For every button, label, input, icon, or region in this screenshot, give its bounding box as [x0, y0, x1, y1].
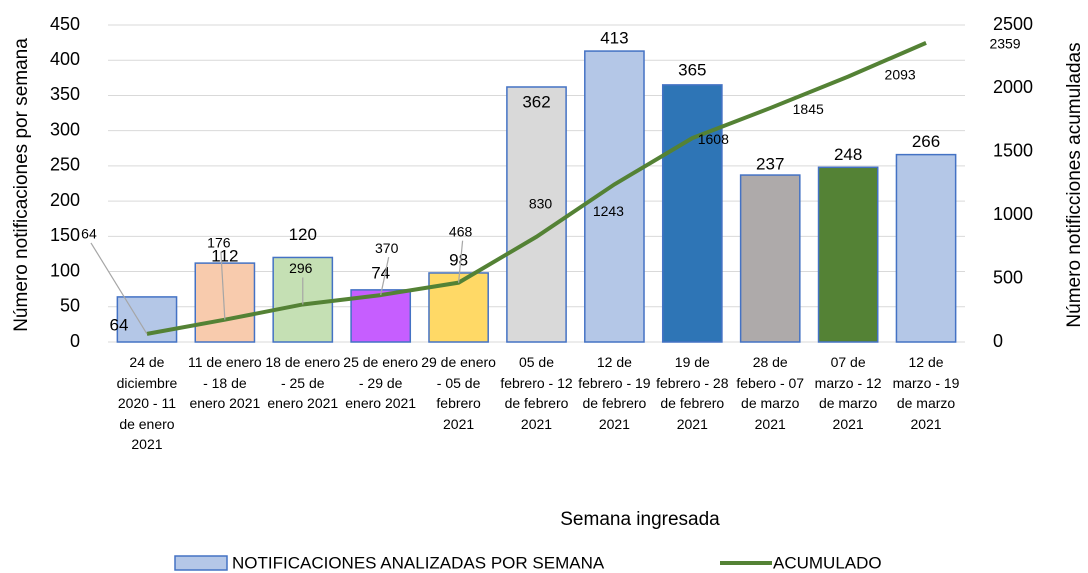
bar-value-label: 413 [600, 29, 628, 48]
y-tick-label: 300 [50, 119, 80, 139]
line-value-label: 64 [81, 226, 97, 242]
y-tick-label: 150 [50, 225, 80, 245]
y-tick-label: 100 [50, 260, 80, 280]
legend-label: ACUMULADO [773, 553, 882, 572]
bar [506, 86, 567, 343]
bar [739, 174, 801, 343]
leader-line [90, 242, 148, 335]
leader-line [380, 256, 390, 296]
bar-value-label: 365 [678, 60, 706, 79]
line-value-label: 370 [375, 240, 399, 256]
line-value-label: 296 [289, 260, 313, 276]
y2-axis-title: Número notificciones acumuladas [1064, 42, 1085, 327]
x-tick-label: 05 de febrero - 12 de febrero 2021 [500, 354, 573, 432]
bar-value-label: 362 [522, 92, 550, 111]
y-axis-title: Número notificaciones por semana [11, 38, 32, 332]
bar [661, 84, 723, 343]
x-tick-label: 28 de febero - 07 de marzo 2021 [736, 354, 805, 432]
y-tick-label: 50 [60, 296, 80, 316]
y-tick-label: 0 [70, 331, 80, 351]
line-value-label: 1608 [698, 131, 729, 147]
x-tick-label: 12 de marzo - 19 de marzo 2021 [892, 354, 960, 432]
line-value-label: 176 [207, 234, 231, 250]
x-tick-label: 07 de marzo - 12 de marzo 2021 [814, 354, 882, 432]
y2-tick-label: 2500 [993, 14, 1033, 34]
bar [116, 296, 178, 343]
x-tick-label: 24 de diciembre 2020 - 11 de enero 2021 [116, 354, 178, 452]
bar-value-label: 120 [289, 225, 317, 244]
bar-value-label: 74 [371, 263, 390, 282]
line-value-label: 830 [529, 195, 553, 211]
y-tick-label: 450 [50, 14, 80, 34]
x-tick-label: 19 de febrero - 28 de febrero 2021 [656, 354, 729, 432]
leader-line [220, 251, 226, 320]
bar-value-label: 98 [449, 250, 468, 269]
line-series [146, 41, 927, 336]
leader-line [457, 240, 464, 283]
x-tick-label: 12 de febrero - 19 de febrero 2021 [578, 354, 651, 432]
y2-tick-label: 1500 [993, 141, 1033, 161]
x-tick-label: 25 de enero - 29 de enero 2021 [343, 354, 419, 411]
y-tick-label: 350 [50, 84, 80, 104]
y-tick-label: 400 [50, 49, 80, 69]
line-value-label: 2359 [989, 36, 1020, 52]
x-axis-title: Semana ingresada [560, 509, 720, 530]
y2-tick-label: 500 [993, 267, 1023, 287]
bar-value-label: 248 [834, 145, 862, 164]
x-tick-label: 18 de enero - 25 de enero 2021 [265, 354, 341, 411]
y2-tick-label: 2000 [993, 77, 1033, 97]
y-tick-label: 250 [50, 155, 80, 175]
bar [194, 262, 256, 343]
bar [817, 166, 879, 343]
line-value-label: 1845 [793, 101, 824, 117]
y2-tick-label: 1000 [993, 204, 1033, 224]
y-tick-label: 200 [50, 190, 80, 210]
bar [895, 153, 957, 343]
legend-label: NOTIFICACIONES ANALIZADAS POR SEMANA [232, 553, 605, 572]
bar-value-label: 237 [756, 155, 784, 174]
x-tick-label: 11 de enero - 18 de enero 2021 [188, 354, 262, 411]
line-value-label: 468 [449, 223, 473, 239]
bar-value-label: 64 [109, 315, 128, 334]
y2-tick-label: 0 [993, 331, 1003, 351]
line-value-label: 2093 [885, 66, 916, 82]
line-value-label: 1243 [593, 203, 624, 219]
bar-value-label: 266 [912, 132, 940, 151]
x-tick-label: 29 de enero - 05 de febrero 2021 [421, 354, 496, 432]
legend-swatch [174, 555, 228, 571]
bar-value-label: 112 [211, 247, 238, 266]
